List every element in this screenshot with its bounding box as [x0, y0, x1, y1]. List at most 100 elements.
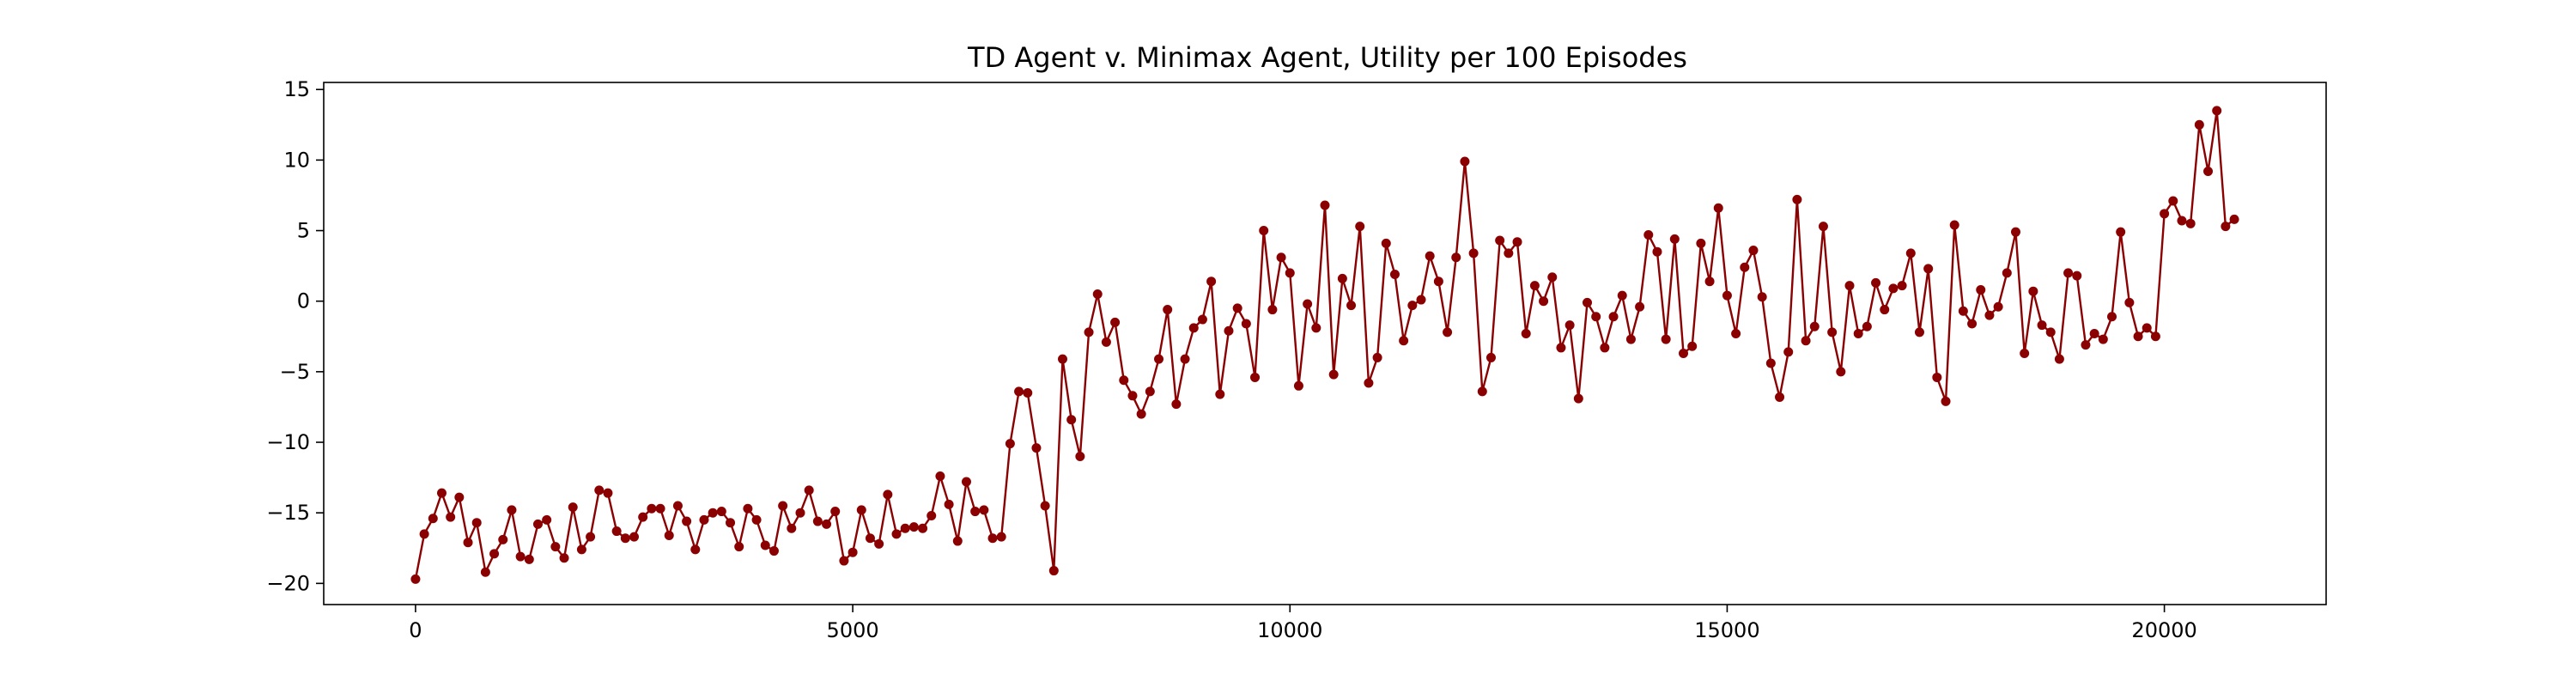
- data-point: [856, 505, 866, 515]
- data-point: [1696, 238, 1706, 248]
- data-point: [436, 488, 447, 498]
- data-point: [655, 503, 665, 514]
- data-point: [1722, 290, 1732, 301]
- data-point: [507, 505, 517, 515]
- data-point: [2185, 218, 2196, 228]
- data-point: [1197, 314, 1207, 325]
- data-point: [874, 538, 884, 549]
- data-point: [1905, 248, 1916, 258]
- data-point: [2054, 354, 2064, 364]
- data-point: [638, 512, 648, 522]
- plot-frame: [323, 82, 2327, 605]
- data-point: [524, 554, 534, 564]
- x-tick-label: 15000: [1694, 618, 1759, 642]
- data-point: [1031, 443, 1042, 453]
- data-point: [1669, 234, 1680, 244]
- data-point: [1303, 299, 1313, 309]
- data-point: [664, 530, 674, 540]
- data-point: [996, 532, 1006, 542]
- data-point: [1600, 343, 1610, 353]
- data-point: [1127, 391, 1138, 401]
- data-point: [952, 536, 963, 546]
- data-point: [1468, 248, 1479, 258]
- data-point: [1625, 334, 1636, 344]
- data-point: [2194, 119, 2204, 130]
- data-point: [1407, 301, 1418, 311]
- data-point: [1617, 290, 1627, 301]
- data-point: [961, 477, 971, 487]
- data-point: [1932, 372, 1942, 382]
- data-point: [568, 502, 578, 513]
- data-point: [1136, 409, 1146, 419]
- data-point: [410, 574, 421, 584]
- data-point: [839, 556, 849, 566]
- data-point: [446, 512, 456, 522]
- data-point: [1539, 296, 1549, 307]
- data-point: [1232, 303, 1242, 313]
- data-point: [1040, 501, 1050, 511]
- data-point: [1477, 386, 1487, 397]
- data-point: [1844, 281, 1855, 291]
- data-point: [1871, 277, 1881, 288]
- data-point: [2072, 271, 2082, 281]
- data-point: [1923, 264, 1934, 274]
- data-point: [471, 518, 482, 528]
- x-tick-label: 0: [409, 618, 422, 642]
- x-tick-label: 5000: [827, 618, 879, 642]
- data-point: [804, 485, 814, 495]
- data-point: [1967, 319, 1978, 329]
- data-point: [1381, 238, 1391, 248]
- data-point: [699, 514, 709, 525]
- data-point: [2221, 222, 2231, 232]
- data-point: [795, 508, 805, 518]
- data-point: [1573, 393, 1583, 404]
- data-point: [576, 544, 586, 555]
- data-point: [822, 519, 832, 529]
- data-point: [778, 501, 788, 511]
- data-point: [848, 547, 858, 557]
- y-tick-label: −20: [266, 571, 310, 595]
- data-point: [489, 549, 500, 559]
- data-point: [1259, 226, 1269, 236]
- data-point: [559, 553, 569, 563]
- data-point: [1416, 295, 1426, 305]
- data-point: [908, 522, 919, 532]
- data-point: [1425, 251, 1435, 261]
- data-point: [1023, 388, 1033, 398]
- data-point: [1635, 301, 1645, 312]
- data-point: [1949, 220, 1959, 230]
- data-point: [1328, 369, 1339, 380]
- data-point: [2150, 331, 2160, 342]
- data-point: [1914, 327, 1924, 337]
- data-point: [1495, 235, 1505, 246]
- data-point: [1809, 321, 1820, 331]
- data-point: [935, 471, 945, 481]
- data-point: [1364, 378, 1374, 388]
- data-point: [620, 533, 630, 544]
- data-point: [1084, 327, 1094, 337]
- data-point: [2020, 349, 2030, 358]
- data-point: [647, 503, 657, 514]
- data-point: [1206, 277, 1217, 287]
- data-point: [1399, 336, 1409, 346]
- data-point: [2142, 323, 2152, 333]
- x-axis: 0 5000 10000 15000 20000: [409, 605, 2197, 642]
- data-point: [918, 523, 928, 533]
- data-point: [1704, 277, 1715, 287]
- data-point: [1583, 297, 1592, 307]
- data-point: [927, 510, 937, 520]
- data-point: [594, 485, 605, 495]
- data-point: [1897, 281, 1907, 291]
- data-point: [2037, 320, 2047, 331]
- data-point: [769, 546, 779, 556]
- data-point: [2107, 312, 2117, 322]
- data-point: [428, 514, 438, 524]
- data-point: [1958, 306, 1968, 316]
- y-tick-label: 10: [283, 148, 310, 172]
- data-point: [970, 507, 981, 517]
- data-point: [1608, 312, 1619, 322]
- data-point: [1092, 289, 1103, 299]
- data-point: [1389, 269, 1400, 279]
